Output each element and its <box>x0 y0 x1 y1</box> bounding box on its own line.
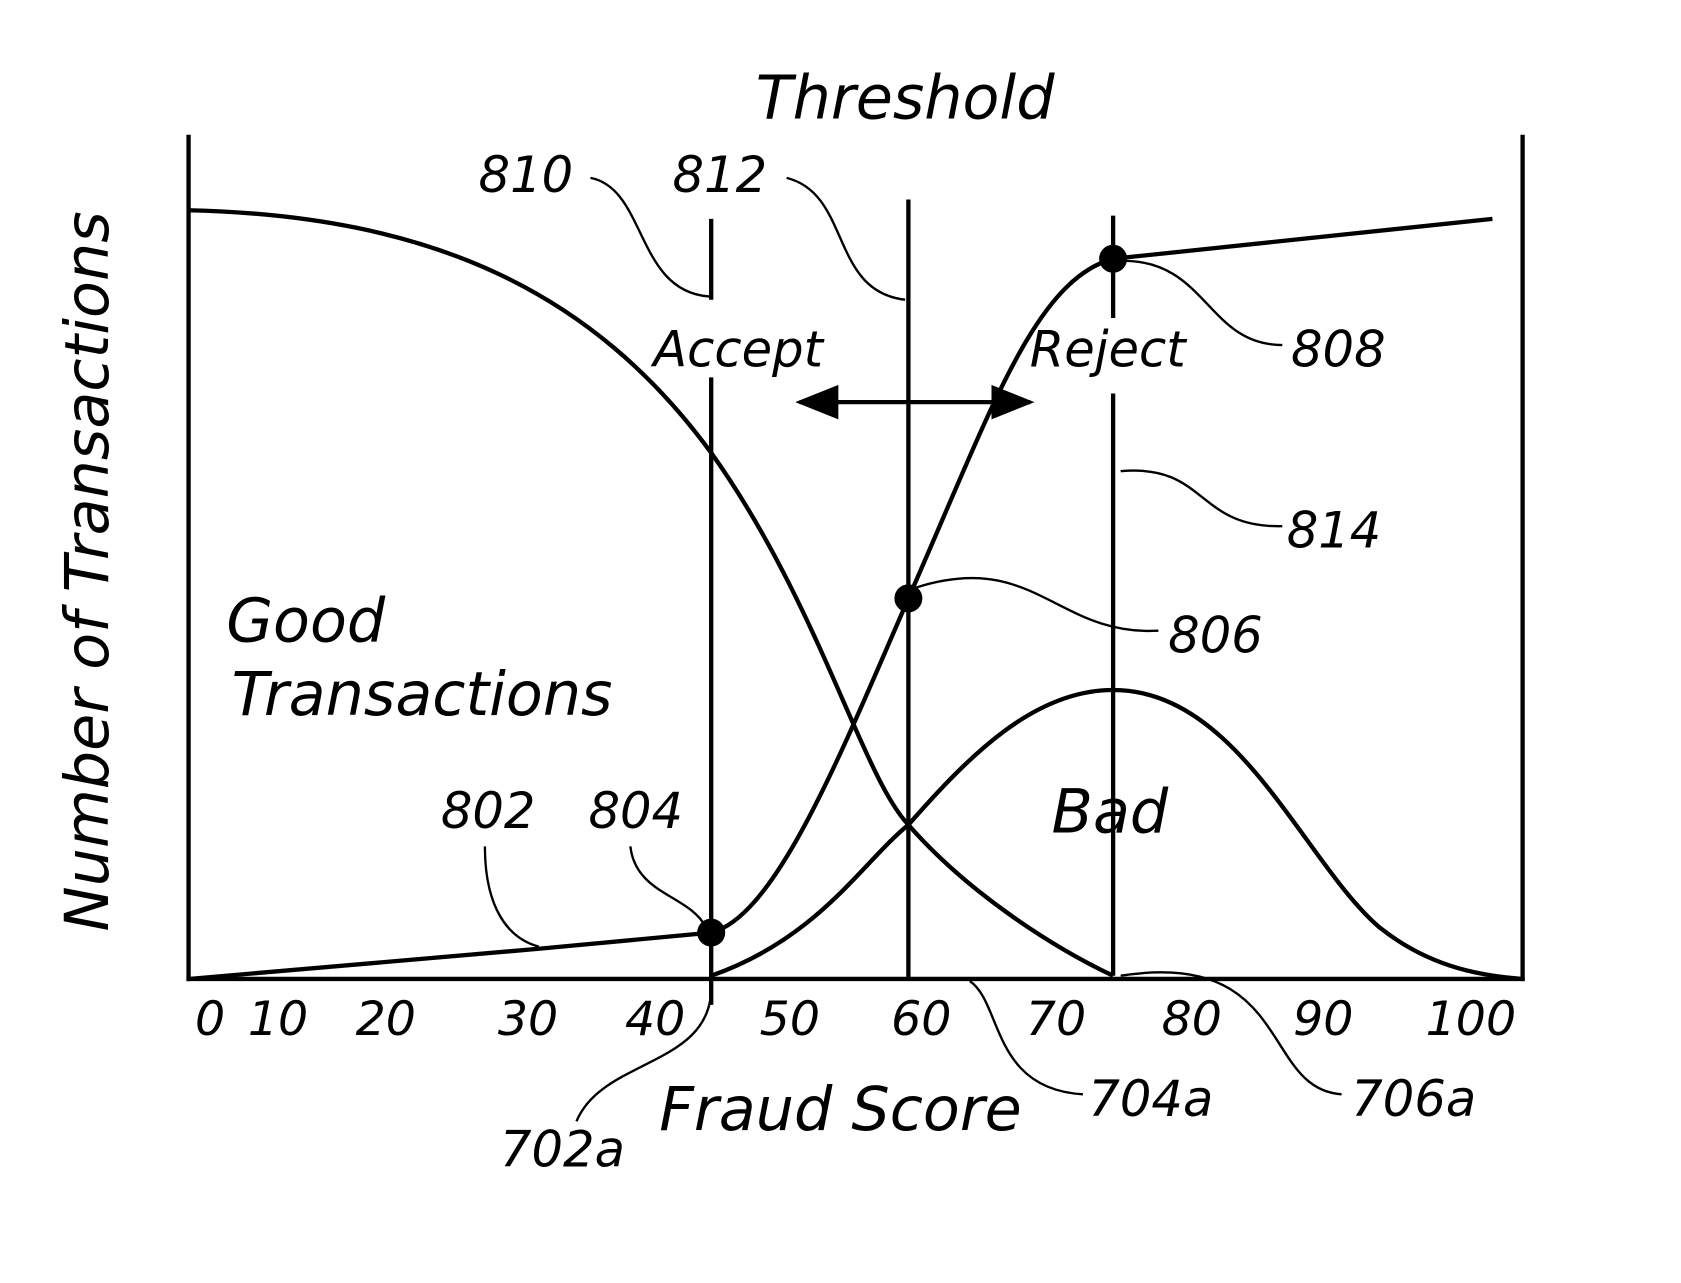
x-tick-label: 10 <box>248 992 308 1047</box>
reference-numeral: 810 <box>479 146 574 204</box>
curve-label: Transactions <box>232 660 613 730</box>
reference-numeral: 804 <box>588 782 683 840</box>
x-tick-label: 30 <box>498 992 558 1047</box>
x-tick-label: 60 <box>891 992 951 1047</box>
reference-numeral: 802 <box>441 782 536 840</box>
x-tick-label: 0 <box>195 992 225 1047</box>
title: Threshold <box>756 64 1055 134</box>
curve-label: Bad <box>1052 777 1169 847</box>
curve-label: Good <box>226 586 386 656</box>
reference-numeral: 706a <box>1351 1070 1476 1128</box>
figure: Threshold Number of Transactions Fraud S… <box>0 0 1681 1283</box>
x-tick-label: 50 <box>760 992 820 1047</box>
reference-numeral: 702a <box>500 1121 625 1179</box>
x-tick-label: 80 <box>1162 992 1222 1047</box>
y-axis-label: Number of Transactions <box>53 211 123 931</box>
x-tick-label: 20 <box>356 992 416 1047</box>
reference-numeral: 704a <box>1088 1070 1213 1128</box>
x-axis-label: Fraud Score <box>659 1075 1022 1145</box>
x-tick-label: 90 <box>1293 992 1353 1047</box>
reference-numeral: 812 <box>673 146 768 204</box>
region-label: Reject <box>1030 321 1187 379</box>
reference-numeral: 808 <box>1291 321 1386 379</box>
reference-numeral: 806 <box>1168 606 1263 664</box>
x-tick-labels: 0 10 20 30 40 50 60 70 80 90 100 <box>195 992 1516 1047</box>
region-label: Accept <box>650 321 824 379</box>
x-tick-label: 100 <box>1426 992 1516 1047</box>
reference-numeral: 814 <box>1287 502 1382 560</box>
x-tick-label: 70 <box>1026 992 1086 1047</box>
x-tick-label: 40 <box>625 992 685 1047</box>
